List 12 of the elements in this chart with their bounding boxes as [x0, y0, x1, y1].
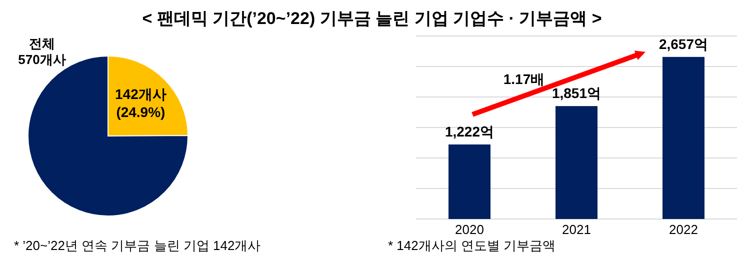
- annotation: 1.17배: [503, 71, 545, 87]
- text: 전체 570개사: [18, 36, 66, 67]
- slice-label: 142개사 (24.9%): [115, 86, 166, 120]
- x-tick-label: 2021: [562, 222, 591, 237]
- data-label: 2,657억: [658, 36, 708, 52]
- text: * ’20~’22년 연속 기부금 늘린 기업 142개사: [14, 238, 261, 253]
- x-tick-label: 2022: [669, 222, 698, 237]
- x-tick-label: 2020: [455, 222, 484, 237]
- text: < 팬데믹 기간(’20~’22) 기부금 늘린 기업 기업수 · 기부금액 >: [142, 9, 602, 28]
- data-label: 1,851억: [552, 85, 602, 102]
- text: * 142개사의 연도별 기부금액: [388, 238, 556, 253]
- data-label: 1,222억: [444, 123, 494, 140]
